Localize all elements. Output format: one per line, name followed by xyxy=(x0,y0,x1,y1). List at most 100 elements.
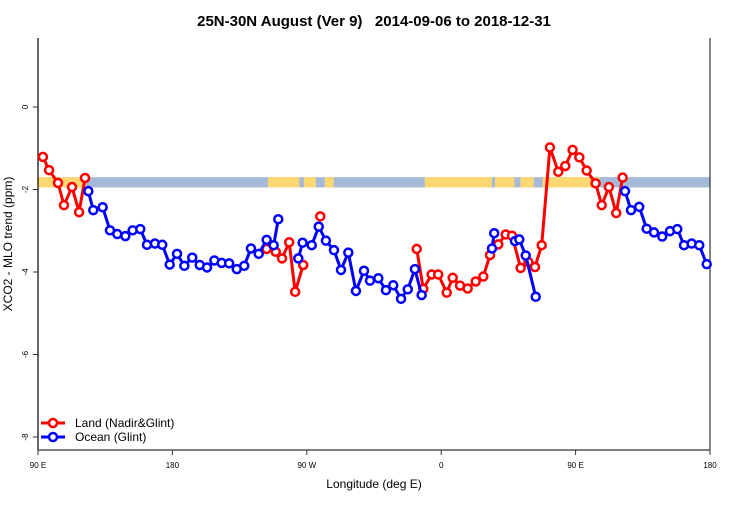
y-tick-label: -4 xyxy=(21,268,30,276)
data-point xyxy=(603,181,615,193)
data-point xyxy=(156,239,168,251)
legend: Land (Nadir&Glint) Ocean (Glint) xyxy=(41,416,174,444)
data-point xyxy=(380,284,392,296)
data-point xyxy=(201,262,213,273)
y-ticks: 0 -2 -4 -6 -8 xyxy=(21,104,38,441)
y-axis-label: XCO2 - MLO trend (ppm) xyxy=(1,177,15,312)
data-point xyxy=(52,177,64,189)
data-point xyxy=(581,165,592,176)
data-point xyxy=(43,164,55,176)
data-point xyxy=(66,181,78,193)
data-point xyxy=(350,285,362,297)
data-point xyxy=(693,239,705,251)
data-point xyxy=(402,284,413,295)
y-tick-label: 0 xyxy=(21,104,30,109)
land-band-segment xyxy=(542,177,600,188)
data-point xyxy=(306,239,317,251)
x-tick-label: 90 E xyxy=(30,461,46,470)
data-point xyxy=(320,235,332,246)
data-point xyxy=(164,259,175,270)
data-point xyxy=(83,185,94,197)
data-point xyxy=(553,166,564,178)
axes xyxy=(37,38,711,451)
data-point xyxy=(297,237,308,248)
legend-land-label: Land (Nadir&Glint) xyxy=(75,416,174,430)
data-point xyxy=(297,259,309,271)
data-point xyxy=(268,239,279,251)
data-point xyxy=(289,286,301,298)
data-point xyxy=(432,269,444,280)
data-point xyxy=(179,260,190,272)
data-point xyxy=(364,275,376,286)
data-point xyxy=(388,279,399,291)
land-band-segment xyxy=(267,177,300,188)
data-point xyxy=(530,291,541,302)
data-point xyxy=(544,142,556,153)
series-ocean xyxy=(83,185,712,305)
data-point xyxy=(529,261,541,273)
x-ticks: 90 E 180 90 W 0 90 E 180 xyxy=(30,450,717,470)
data-point xyxy=(619,185,631,197)
data-point xyxy=(590,178,601,189)
data-point xyxy=(514,234,525,245)
y-tick-label: -8 xyxy=(21,433,30,441)
data-point xyxy=(560,160,571,172)
ocean-band xyxy=(38,177,710,188)
data-point xyxy=(261,234,272,246)
data-point xyxy=(617,172,628,183)
data-point xyxy=(273,213,284,225)
series-layer xyxy=(37,142,712,305)
data-point xyxy=(470,276,481,287)
data-point xyxy=(120,230,131,242)
data-point xyxy=(656,231,668,242)
data-point xyxy=(343,247,354,258)
data-point xyxy=(88,204,99,216)
data-point xyxy=(648,227,660,238)
data-point xyxy=(223,258,235,269)
data-point xyxy=(488,227,500,239)
data-point xyxy=(245,243,257,254)
data-point xyxy=(112,228,123,240)
series-land xyxy=(37,142,628,298)
data-point xyxy=(596,199,607,211)
data-point xyxy=(238,260,250,272)
data-point xyxy=(515,262,526,274)
legend-ocean-label: Ocean (Glint) xyxy=(75,430,146,444)
data-point xyxy=(567,144,578,156)
data-point xyxy=(335,264,347,276)
land-band-segment xyxy=(324,177,334,188)
y-tick-label: -6 xyxy=(21,350,30,358)
data-point xyxy=(441,287,452,298)
data-point xyxy=(411,243,422,255)
data-point xyxy=(574,152,585,163)
x-axis-label: Longitude (deg E) xyxy=(326,477,421,491)
data-point xyxy=(135,223,146,235)
data-point xyxy=(373,272,384,284)
data-point xyxy=(141,239,153,251)
data-point xyxy=(520,250,531,261)
x-tick-label: 0 xyxy=(439,461,444,470)
data-point xyxy=(701,258,712,270)
land-band-segment xyxy=(520,177,534,188)
data-point xyxy=(171,248,183,260)
data-point xyxy=(409,263,421,275)
data-point xyxy=(625,204,637,216)
data-point xyxy=(253,248,264,260)
data-point xyxy=(358,265,370,277)
data-point xyxy=(79,172,91,184)
data-point xyxy=(486,243,498,254)
data-point xyxy=(313,221,324,232)
data-point xyxy=(37,151,49,163)
data-point xyxy=(328,244,340,256)
data-point xyxy=(610,207,622,219)
land-band-segment xyxy=(424,177,492,188)
data-point xyxy=(478,271,489,282)
data-point xyxy=(447,272,458,284)
data-point xyxy=(395,293,407,305)
legend-item-land: Land (Nadir&Glint) xyxy=(41,416,174,430)
x-tick-label: 90 W xyxy=(297,461,316,470)
data-point xyxy=(187,252,198,263)
data-point xyxy=(276,253,288,264)
data-point xyxy=(416,289,427,301)
data-point xyxy=(633,201,645,213)
